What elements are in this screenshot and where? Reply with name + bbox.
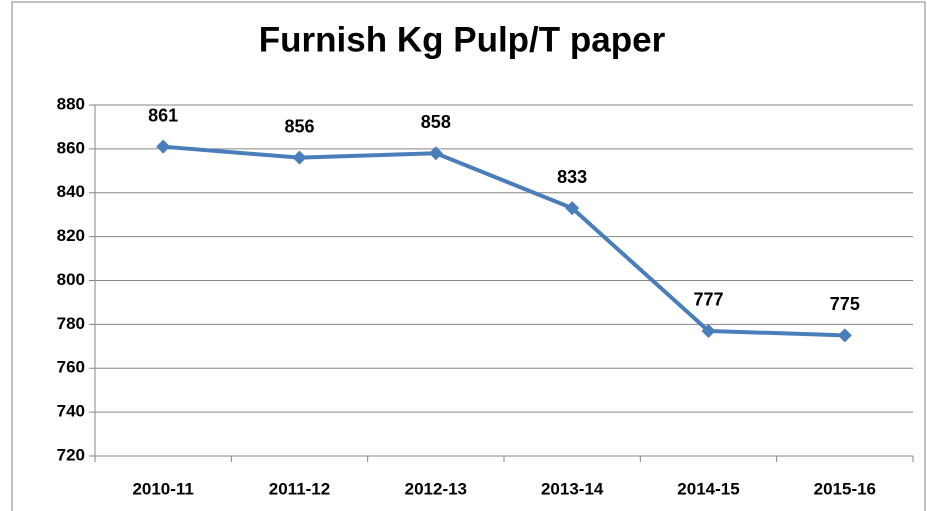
- data-point: [292, 150, 307, 165]
- y-tick-label: 860: [57, 138, 85, 157]
- data-label: 833: [557, 167, 587, 187]
- y-tick-label: 760: [57, 358, 85, 377]
- data-point: [156, 139, 171, 154]
- y-tick-label: 820: [57, 226, 85, 245]
- x-tick-label: 2012-13: [405, 479, 467, 498]
- data-label: 856: [284, 116, 314, 136]
- chart-frame: [11, 1, 926, 511]
- data-label: 861: [148, 105, 178, 125]
- data-point: [565, 201, 580, 216]
- series-line: [163, 144, 845, 338]
- data-point: [428, 146, 443, 161]
- data-point: [837, 328, 852, 343]
- x-tick-label: 2011-12: [269, 479, 330, 498]
- y-tick-label: 780: [57, 314, 85, 333]
- data-point: [701, 323, 716, 338]
- y-tick-label: 800: [57, 270, 85, 289]
- chart-title: Furnish Kg Pulp/T paper: [259, 20, 666, 59]
- y-tick-label: 740: [57, 402, 85, 421]
- x-tick-label: 2010-11: [132, 479, 193, 498]
- x-tick-label: 2014-15: [677, 479, 739, 498]
- x-tick-label: 2015-16: [814, 479, 876, 498]
- x-tick-label: 2013-14: [541, 479, 604, 498]
- y-tick-label: 720: [57, 445, 85, 464]
- y-tick-label: 840: [57, 182, 85, 201]
- y-tick-label: 880: [57, 94, 85, 113]
- data-label: 775: [830, 294, 860, 314]
- data-label: 777: [693, 290, 723, 310]
- data-label: 858: [421, 112, 451, 132]
